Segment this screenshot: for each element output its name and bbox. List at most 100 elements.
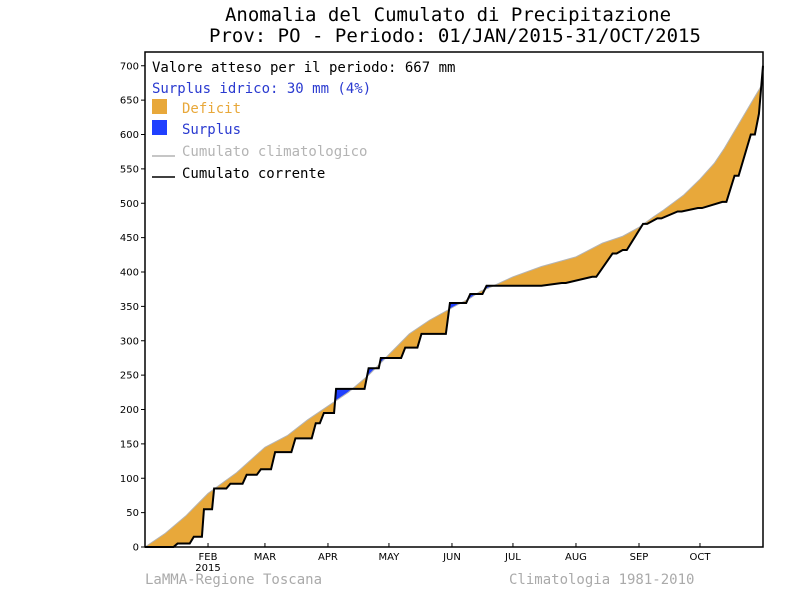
deficit-area [280,439,282,453]
deficit-area [253,456,256,475]
deficit-area [659,212,661,219]
deficit-area [319,411,322,422]
deficit-area [661,211,663,219]
deficit-area [187,513,190,544]
deficit-area [704,174,706,208]
deficit-area [716,159,718,204]
deficit-area [227,479,229,487]
deficit-area [186,514,189,544]
deficit-area [389,352,392,358]
deficit-area [421,325,423,334]
deficit-area [331,403,333,413]
deficit-area [652,217,654,221]
deficit-area [748,106,751,140]
deficit-area [667,206,669,216]
deficit-area [291,432,293,451]
legend-surplus-label: Surplus [182,122,241,138]
deficit-area [522,273,524,286]
deficit-area [398,344,400,358]
deficit-area [248,461,251,475]
deficit-area [620,236,623,251]
deficit-area [630,231,633,243]
deficit-area [442,312,445,334]
deficit-area [668,205,670,216]
deficit-area [634,229,637,237]
deficit-area [558,261,561,284]
deficit-area [724,147,726,202]
deficit-area [749,104,752,137]
deficit-area [548,264,550,285]
deficit-area [571,257,574,282]
deficit-area [306,420,309,439]
deficit-area [649,219,651,223]
deficit-area [506,279,509,286]
deficit-area [154,540,156,547]
deficit-area [328,405,331,413]
legend: Valore atteso per il periodo: 667 mm Sur… [152,60,455,182]
deficit-area [663,209,665,218]
deficit-area [712,165,714,205]
deficit-area [179,520,181,544]
deficit-area [576,256,579,281]
deficit-area [568,258,571,283]
deficit-area [636,228,639,233]
deficit-area [411,332,413,348]
deficit-area [747,107,750,144]
deficit-area [523,272,525,286]
deficit-area [428,320,431,334]
deficit-area [257,453,260,473]
deficit-area [518,274,520,286]
deficit-area [408,334,410,348]
deficit-area [394,348,396,358]
deficit-area [357,384,359,389]
deficit-area [574,257,577,281]
deficit-area [651,218,653,222]
deficit-area [754,95,757,132]
deficit-area [666,207,668,217]
deficit-area [434,317,437,334]
deficit-area [722,150,724,202]
deficit-area [677,199,680,212]
deficit-area [581,253,583,280]
deficit-area [735,128,737,176]
deficit-area [744,113,747,154]
deficit-area [423,323,425,334]
deficit-area [563,260,566,283]
deficit-area [185,515,188,544]
deficit-area [256,454,259,475]
deficit-area [323,408,326,413]
deficit-area [695,182,698,209]
deficit-area [391,350,394,358]
deficit-area [615,238,618,254]
surplus-area [369,368,372,374]
deficit-area [296,428,298,439]
deficit-area [405,337,407,348]
deficit-area [210,491,212,510]
y-tick-label: 300 [120,336,139,347]
deficit-area [621,236,624,251]
deficit-area [696,181,699,209]
deficit-area [514,275,517,286]
deficit-area [168,530,170,547]
deficit-area [742,116,745,161]
deficit-area [600,243,602,271]
surplus-area [339,388,341,399]
deficit-area [731,135,733,184]
deficit-area [610,240,612,256]
deficit-area [355,385,357,389]
deficit-area [670,204,672,215]
deficit-area [557,261,560,284]
deficit-area [418,327,420,343]
deficit-area [741,118,744,164]
deficit-area [281,438,283,453]
deficit-area [740,119,743,168]
deficit-area [190,510,193,541]
deficit-area [223,481,225,489]
deficit-area [578,255,580,281]
deficit-area [163,534,165,547]
deficit-area [234,473,236,484]
deficit-area [597,245,599,275]
deficit-area [259,451,262,470]
deficit-area [566,259,569,283]
